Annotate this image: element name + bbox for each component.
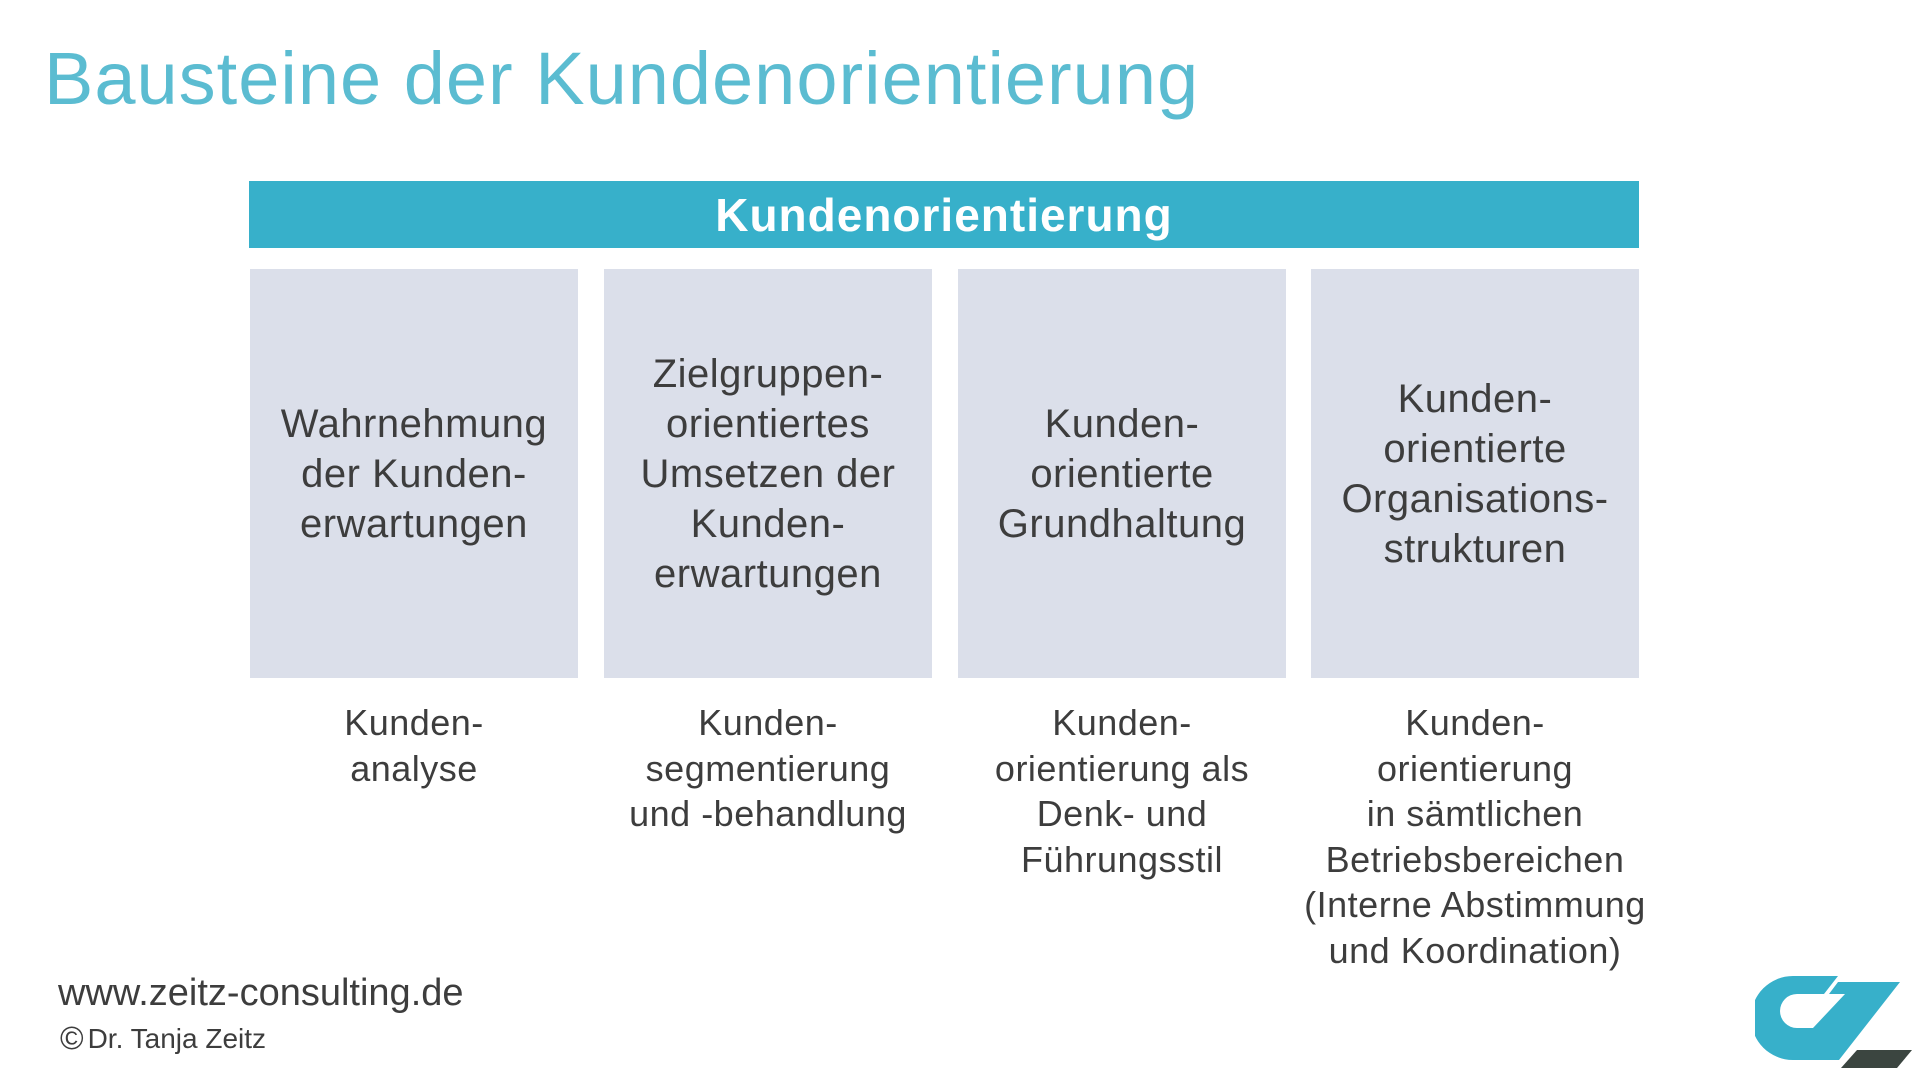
logo-c [1755, 976, 1900, 1060]
pillar-description-3: Kunden- orientierung als Denk- und Führu… [994, 702, 1250, 880]
page-title: Bausteine der Kundenorientierung [44, 37, 1200, 120]
pillar-description-1: Kunden- analyse [344, 702, 484, 789]
pillar-label: Kunden- orientierte Organisations- struk… [1341, 376, 1609, 571]
banner-kundenorientierung: Kundenorientierung [249, 181, 1639, 248]
website-url: www.zeitz-consulting.de [58, 972, 464, 1014]
copyright-icon: © [60, 1020, 84, 1056]
pillar-box-4: Kunden- orientierte Organisations- struk… [1311, 269, 1639, 678]
pillar-label: Wahrnehmung der Kunden- erwartungen [280, 401, 548, 546]
author: Dr. Tanja Zeitz [87, 1022, 267, 1054]
pillar-label: Kunden- orientierte Grundhaltung [997, 401, 1247, 546]
cz-logo-icon [1755, 976, 1912, 1068]
logo-bar [1841, 1050, 1912, 1068]
pillar-description-2: Kunden- segmentierung und -behandlung [629, 702, 907, 834]
pillar-box-3: Kunden- orientierte Grundhaltung [958, 269, 1286, 678]
pillar-box-2: Zielgruppen- orientiertes Umsetzen der K… [604, 269, 932, 678]
pillar-description-4: Kunden- orientierung in sämtlichen Betri… [1304, 702, 1646, 971]
copyright: © Dr. Tanja Zeitz [60, 1020, 266, 1057]
pillar-label: Zielgruppen- orientiertes Umsetzen der K… [640, 351, 896, 596]
pillar-box-1: Wahrnehmung der Kunden- erwartungen [250, 269, 578, 678]
